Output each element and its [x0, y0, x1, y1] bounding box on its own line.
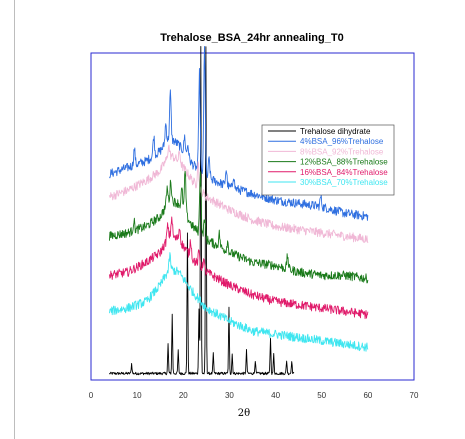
legend-label-0: Trehalose dihydrate: [300, 127, 371, 136]
x-tick-label: 70: [410, 391, 419, 400]
series-line-5: [109, 252, 369, 352]
plot-frame: [90, 52, 415, 381]
x-axis-label: 2θ: [238, 408, 250, 419]
legend-box: [261, 124, 395, 196]
legend-label-2: 8%BSA_92%Trehalose: [300, 147, 384, 156]
x-ticks: 0 10 20 30 40 50 60 70: [89, 391, 419, 400]
series-line-0: [109, 46, 295, 376]
legend-label-5: 30%BSA_70%Trehalose: [300, 178, 388, 187]
series-line-3: [109, 170, 369, 284]
series-line-1: [109, 46, 369, 221]
series-line-2: [109, 144, 369, 244]
x-tick-label: 20: [179, 391, 188, 400]
page-edge-line: [14, 0, 15, 439]
chart-title: Trehalose_BSA_24hr annealing_T0: [160, 32, 343, 44]
x-tick-label: 30: [225, 391, 234, 400]
x-tick-label: 60: [363, 391, 372, 400]
x-tick-label: 10: [133, 391, 142, 400]
series-line-4: [109, 216, 369, 320]
series-layer: [109, 46, 369, 376]
legend-label-4: 16%BSA_84%Trehalose: [300, 168, 388, 177]
legend-label-1: 4%BSA_96%Trehalose: [300, 137, 384, 146]
x-tick-label: 40: [271, 391, 280, 400]
x-tick-label: 50: [317, 391, 326, 400]
legend-label-3: 12%BSA_88%Trehalose: [300, 158, 388, 167]
x-tick-label: 0: [89, 391, 94, 400]
legend: Trehalose dihydrate4%BSA_96%Trehalose8%B…: [261, 124, 395, 196]
